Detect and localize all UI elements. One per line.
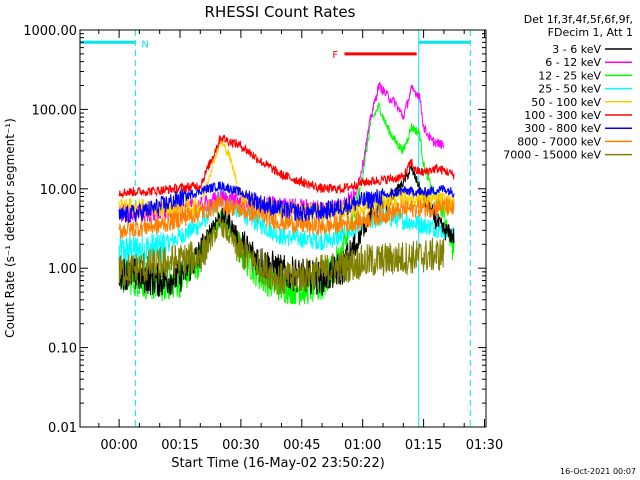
series-line-7 bbox=[118, 194, 455, 239]
x-axis-ticks: 00:00 00:15 00:30 00:45 01:00 01:15 01:30 bbox=[98, 30, 503, 453]
y-tick-label: 0.10 bbox=[48, 342, 77, 357]
legend-label: 50 - 100 keV bbox=[531, 96, 601, 109]
x-tick-label: 00:15 bbox=[161, 438, 198, 453]
legend-label: 7000 - 15000 keV bbox=[503, 149, 601, 162]
x-tick-label: 01:00 bbox=[344, 438, 381, 453]
legend-header-line-2: FDecim 1, Att 1 bbox=[548, 26, 633, 39]
chart-title: RHESSI Count Rates bbox=[205, 3, 356, 21]
x-tick-label: 01:30 bbox=[466, 438, 503, 453]
series-line-3 bbox=[118, 189, 455, 267]
legend-item: 25 - 50 keV bbox=[538, 83, 632, 96]
y-tick-label: 0.01 bbox=[48, 421, 77, 436]
series-line-8 bbox=[118, 217, 445, 296]
legend-item: 100 - 300 keV bbox=[524, 109, 632, 122]
series-line-6 bbox=[118, 181, 455, 224]
legend-label: 25 - 50 keV bbox=[538, 83, 601, 96]
x-tick-label: 00:45 bbox=[283, 438, 320, 453]
legend-item: 6 - 12 keV bbox=[545, 56, 632, 69]
attenuator-label-0: N bbox=[141, 39, 148, 50]
y-axis-ticks: 0.01 0.10 1.00 10.00 100.00 1000.00 bbox=[23, 24, 486, 436]
legend-item: 50 - 100 keV bbox=[531, 96, 632, 109]
plot-frame bbox=[79, 29, 487, 428]
legend-label: 300 - 800 keV bbox=[524, 122, 601, 135]
legend-label: 6 - 12 keV bbox=[545, 56, 601, 69]
series-line-5 bbox=[118, 134, 455, 199]
legend-label: 800 - 7000 keV bbox=[517, 135, 601, 148]
plot-area: NF bbox=[80, 30, 471, 427]
y-tick-label: 100.00 bbox=[32, 103, 78, 118]
legend-item: 300 - 800 keV bbox=[524, 122, 632, 135]
legend-label: 3 - 6 keV bbox=[552, 43, 601, 56]
y-axis-label: Count Rate (s⁻¹ detector segment⁻¹) bbox=[3, 118, 17, 338]
footer-timestamp: 16-Oct-2021 00:07 bbox=[560, 467, 636, 476]
legend-item: 3 - 6 keV bbox=[552, 43, 632, 56]
legend-header-line-1: Det 1f,3f,4f,5f,6f,9f, bbox=[524, 13, 633, 26]
legend-item: 7000 - 15000 keV bbox=[503, 149, 632, 162]
x-axis-label: Start Time (16-May-02 23:50:22) bbox=[171, 456, 385, 471]
legend-label: 100 - 300 keV bbox=[524, 109, 601, 122]
y-tick-label: 1000.00 bbox=[23, 24, 77, 39]
y-tick-label: 1.00 bbox=[48, 262, 77, 277]
legend-label: 12 - 25 keV bbox=[538, 69, 601, 82]
x-tick-label: 00:00 bbox=[100, 438, 137, 453]
legend-item: 12 - 25 keV bbox=[538, 69, 632, 82]
x-tick-label: 00:30 bbox=[222, 438, 259, 453]
flare-flag-label: F bbox=[332, 50, 338, 61]
y-tick-label: 10.00 bbox=[40, 183, 77, 198]
x-tick-label: 01:15 bbox=[405, 438, 442, 453]
legend: Det 1f,3f,4f,5f,6f,9f, FDecim 1, Att 1 3… bbox=[503, 13, 633, 162]
legend-item: 800 - 7000 keV bbox=[517, 135, 632, 148]
